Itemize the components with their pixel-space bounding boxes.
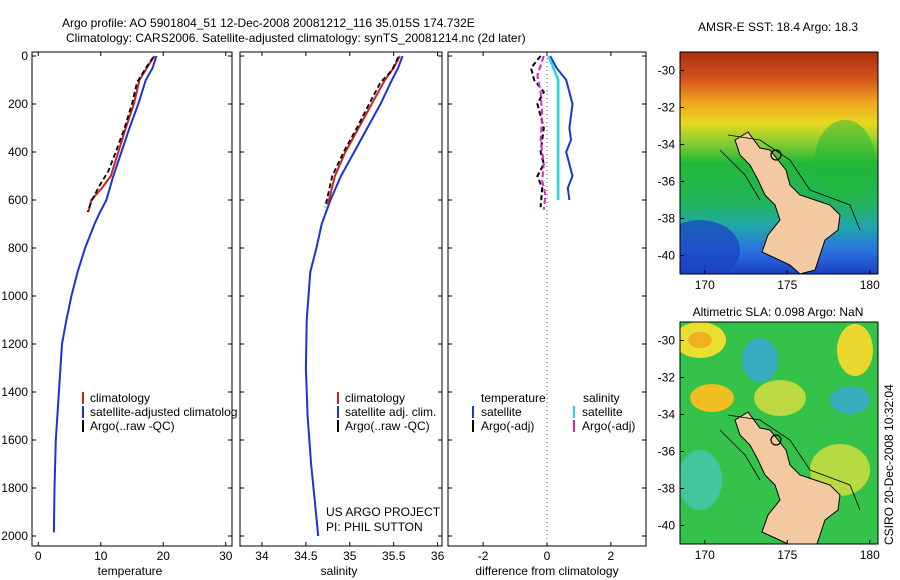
salinity-xlabel: salinity	[321, 564, 358, 578]
sst-map-title: AMSR-E SST: 18.4 Argo: 18.3	[698, 20, 858, 34]
x-tick-label: 30	[219, 549, 233, 563]
x-tick-label: -2	[478, 549, 489, 563]
map-y-tick-label: -34	[658, 138, 676, 152]
legend-sal-satellite: satellite adj. clim.	[345, 405, 436, 419]
x-tick-label: 35	[343, 549, 357, 563]
legend-diff-temperature: temperature	[481, 391, 546, 405]
difference-legend: temperature satellite Argo(-adj) salinit…	[472, 391, 635, 433]
sla-map-title: Altimetric SLA: 0.098 Argo: NaN	[693, 305, 864, 319]
temperature-legend: climatology satellite-adjusted climatolo…	[82, 391, 237, 433]
depth-tick-label: 200	[8, 97, 28, 111]
map-y-tick-label: -30	[658, 334, 676, 348]
salinity-panel-frame	[239, 51, 443, 547]
salinity-legend: climatology satellite adj. clim. Argo(..…	[326, 391, 441, 534]
salinity-panel: 34 34.5 35 35.5 36	[240, 52, 445, 563]
depth-tick-label: 1000	[1, 289, 28, 303]
difference-panel: -2 0 2	[448, 52, 646, 563]
x-tick-label: 0	[35, 549, 42, 563]
figure-title-line1: Argo profile: AO 5901804_51 12-Dec-2008 …	[62, 16, 475, 30]
x-tick-label: 0	[544, 549, 551, 563]
map-y-tick-label: -40	[658, 519, 676, 533]
legend-sal-argo: Argo(..raw -QC)	[345, 419, 430, 433]
map-x-tick-label: 175	[777, 548, 797, 562]
depth-tick-label: 1200	[1, 337, 28, 351]
map-x-tick-label: 180	[860, 278, 880, 292]
series-line	[86, 56, 155, 213]
map-x-tick-label: 180	[860, 548, 880, 562]
legend-argo: Argo(..raw -QC)	[90, 419, 175, 433]
depth-axis: 0 200 400 600 800 1000 1200 1400 1600 1800 2000	[1, 49, 28, 543]
legend-diff-s-satellite: satellite	[582, 405, 623, 419]
legend-diff-salinity: salinity	[583, 391, 620, 405]
series-line	[324, 56, 399, 208]
map-y-tick-label: -38	[658, 482, 676, 496]
map-axes: 170 175 180 -30 -32 -34 -36 -38 -40 170 175 180 -30 -…	[658, 64, 880, 563]
depth-tick-label: 1800	[1, 481, 28, 495]
x-tick-label: 35.5	[382, 549, 406, 563]
series-line	[529, 55, 545, 208]
legend-diff-t-argo: Argo(-adj)	[481, 419, 534, 433]
sla-map	[680, 322, 878, 544]
x-tick-label: 34	[255, 549, 269, 563]
temperature-xlabel: temperature	[98, 564, 163, 578]
difference-xlabel: difference from climatology	[475, 564, 618, 578]
temperature-panel-frame	[31, 51, 233, 547]
pi-annotation: PI: PHIL SUTTON	[326, 520, 423, 534]
x-tick-label: 34.5	[294, 549, 318, 563]
map-y-tick-label: -32	[658, 101, 676, 115]
depth-tick-label: 1400	[1, 385, 28, 399]
map-y-tick-label: -30	[658, 64, 676, 78]
legend-diff-s-argo: Argo(-adj)	[582, 419, 635, 433]
legend-climatology: climatology	[90, 391, 150, 405]
depth-tick-label: 2000	[1, 529, 28, 543]
map-y-tick-label: -36	[658, 445, 676, 459]
series-line	[536, 55, 547, 210]
depth-tick-label: 800	[8, 241, 28, 255]
legend-diff-t-satellite: satellite	[481, 405, 522, 419]
map-x-tick-label: 170	[695, 548, 715, 562]
x-tick-label: 20	[157, 549, 171, 563]
sla-map-frame	[679, 321, 879, 545]
credit-text: CSIRO 20-Dec-2008 10:32:04	[882, 384, 896, 545]
x-tick-label: 2	[608, 549, 615, 563]
map-y-tick-label: -34	[658, 408, 676, 422]
sst-map-frame	[679, 51, 879, 275]
depth-tick-label: 1600	[1, 433, 28, 447]
series-line	[547, 55, 560, 200]
sst-map	[680, 52, 878, 274]
series-line	[549, 55, 574, 201]
legend-sal-climatology: climatology	[345, 391, 405, 405]
series-line	[326, 55, 401, 206]
temperature-panel: 0 10 20 30	[32, 52, 233, 563]
map-y-tick-label: -40	[658, 249, 676, 263]
figure-title-line2: Climatology: CARS2006. Satellite-adjuste…	[66, 31, 526, 45]
depth-tick-label: 400	[8, 145, 28, 159]
legend-satellite-adjusted: satellite-adjusted climatolog	[90, 405, 237, 419]
project-annotation: US ARGO PROJECT	[326, 505, 441, 519]
x-tick-label: 10	[94, 549, 108, 563]
map-y-tick-label: -38	[658, 212, 676, 226]
depth-tick-label: 600	[8, 193, 28, 207]
x-tick-label: 36	[431, 549, 445, 563]
map-x-tick-label: 170	[695, 278, 715, 292]
map-y-tick-label: -36	[658, 175, 676, 189]
series-line	[304, 55, 404, 537]
series-line	[52, 55, 158, 533]
depth-tick-label: 0	[21, 49, 28, 63]
map-x-tick-label: 175	[777, 278, 797, 292]
map-y-tick-label: -32	[658, 371, 676, 385]
